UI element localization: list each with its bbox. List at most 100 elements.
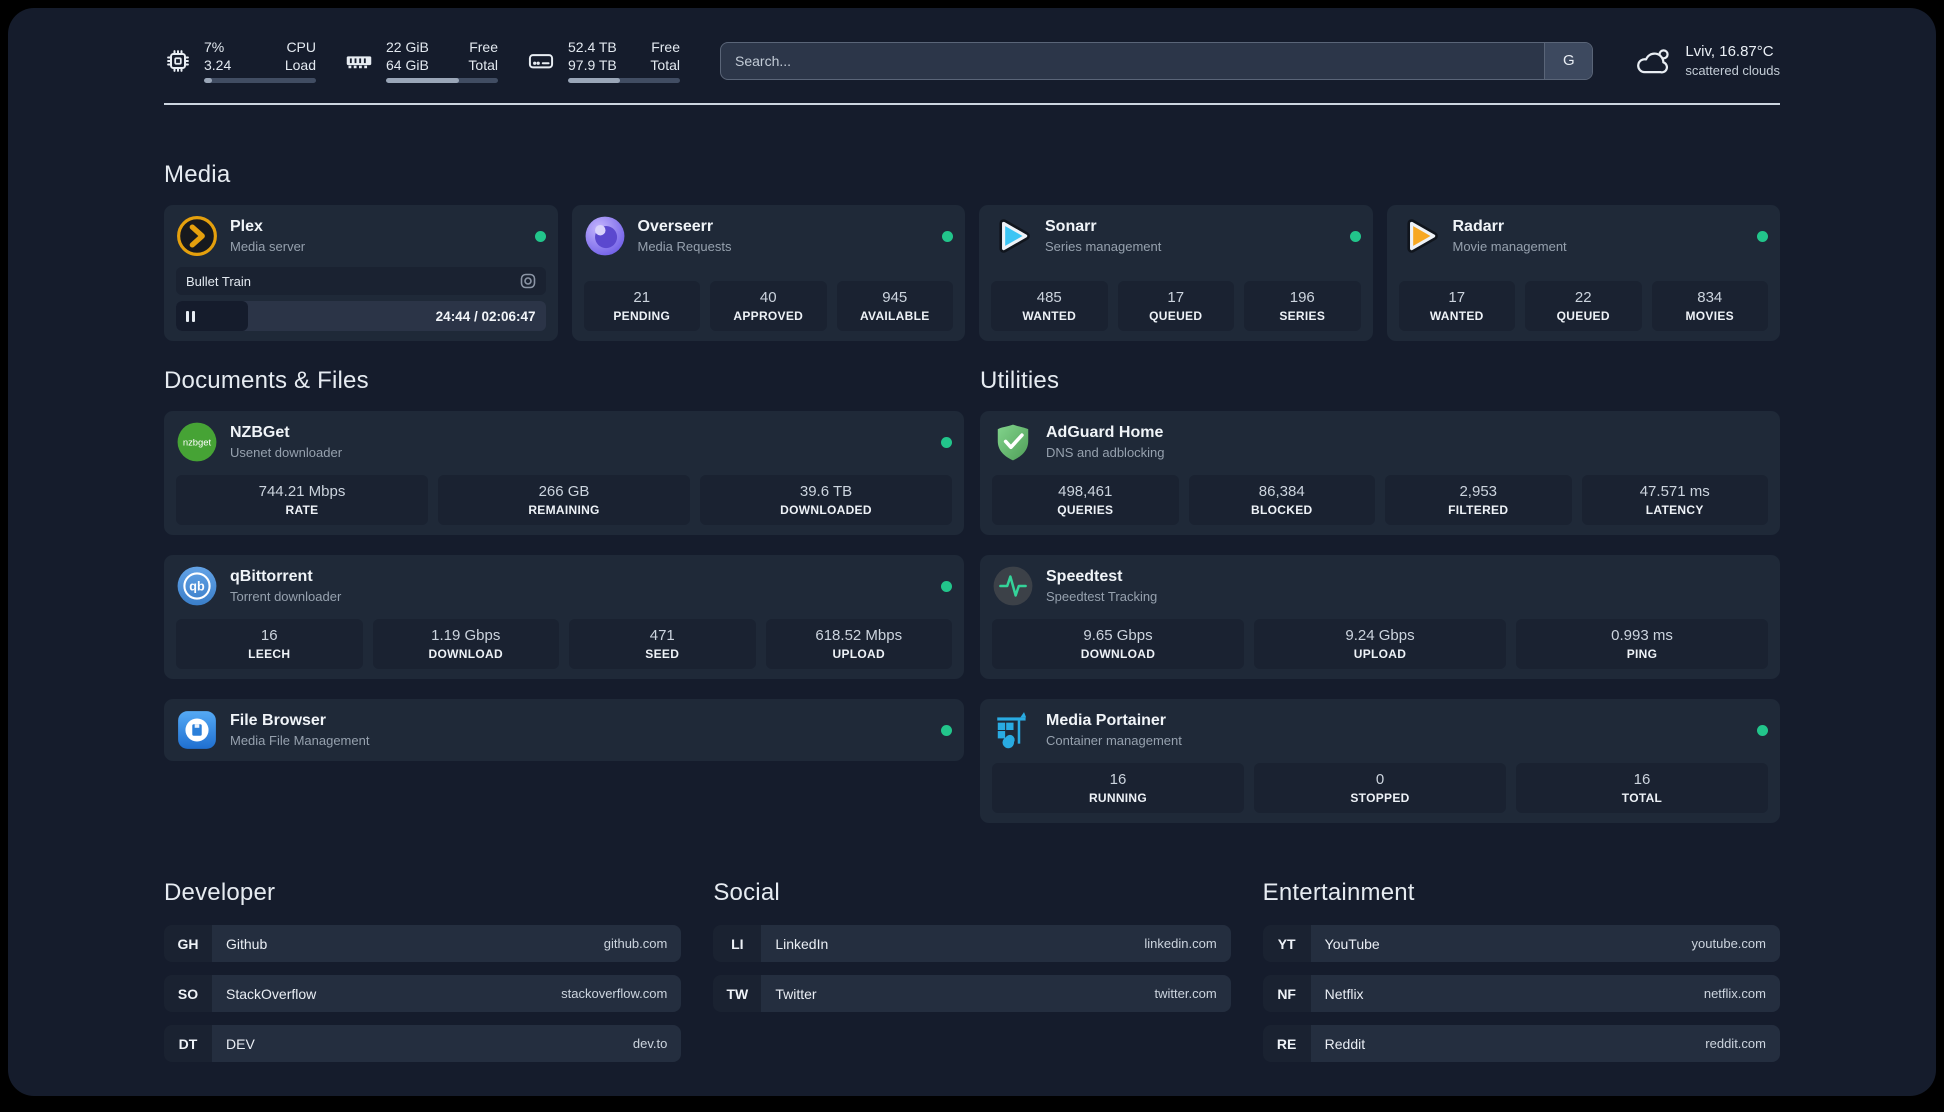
service-name: Overseerr [637,218,714,235]
search-provider-button[interactable]: G [1544,42,1593,79]
bookmark-abbr: YT [1262,925,1311,962]
section-media: Media Plex Media server B [164,161,1780,341]
service-subtitle: Speedtest Tracking [1046,589,1158,604]
stat-available: 945 AVAILABLE [836,281,953,331]
service-subtitle: DNS and adblocking [1046,445,1165,460]
memory-resource-widget: 22 GiB Free 64 GiB Total [344,38,498,83]
playback-progress-bar: 24:44 / 02:06:47 [176,301,546,331]
section-title-utilities: Utilities [980,367,1060,394]
search-bar: G [720,41,1594,80]
bookmark-name: StackOverflow [226,985,317,1002]
status-online-dot [1349,230,1361,242]
bookmark-abbr: LI [713,925,762,962]
bookmark-name: Netflix [1324,985,1364,1002]
bookmark-abbr: DT [164,1025,212,1062]
service-name: File Browser [230,712,327,729]
bookmark-abbr: GH [164,925,212,962]
dashboard-page: 7% CPU 3.24 Load 22 GiB Free 64 GiB Total [8,8,1936,1096]
memory-free-label: Free [469,39,498,55]
status-online-dot [941,580,952,592]
bookmark-abbr: NF [1262,975,1311,1012]
bookmark-group-entertainment: Entertainment YT YouTube youtube.com NF N… [1262,879,1780,1075]
bookmark-abbr: TW [713,975,762,1012]
load-value: 3.24 [204,57,232,73]
bookmark-name: LinkedIn [775,935,829,952]
bookmark-group-social: Social LI LinkedIn linkedin.com TW Twitte… [713,879,1231,1075]
service-card-speedtest[interactable]: Speedtest Speedtest Tracking 9.65 Gbps DO… [980,555,1780,679]
topbar: 7% CPU 3.24 Load 22 GiB Free 64 GiB Total [164,38,1780,83]
svg-text:qb: qb [189,580,205,594]
bookmark-url: stackoverflow.com [561,986,668,1001]
stat-stopped: 0 STOPPED [1254,763,1506,813]
stat-series: 196 SERIES [1244,281,1361,331]
load-label: Load [284,57,316,73]
nzbget-icon: nzbget [177,422,217,462]
bookmark-url: twitter.com [1154,986,1217,1001]
bookmark-name: DEV [226,1035,255,1052]
service-name: Plex [230,218,263,235]
bookmark-linkedin[interactable]: LI LinkedIn linkedin.com [713,925,1231,962]
stat-wanted: 17 WANTED [1398,281,1515,331]
sonarr-icon [999,219,1030,253]
section-documents: Documents & Files nzbget NZBGet Usenet d… [164,367,964,823]
disk-free-label: Free [651,39,680,55]
stat-filtered: 2,953 FILTERED [1385,475,1572,525]
service-card-plex[interactable]: Plex Media server Bullet Train [164,205,558,341]
bookmark-group-title: Developer [164,879,276,906]
disk-icon [528,53,554,68]
cpu-resource-widget: 7% CPU 3.24 Load [164,38,316,83]
cpu-value: 7% [204,39,225,55]
search-input[interactable] [721,42,1545,79]
memory-free-value: 22 GiB [386,39,429,55]
service-card-sonarr[interactable]: Sonarr Series management 485 WANTED 17 QUE… [979,205,1373,341]
memory-icon [346,55,372,68]
service-card-filebrowser[interactable]: File Browser Media File Management [164,699,964,761]
weather-location: Lviv, 16.87°C [1685,42,1774,60]
storage-resource-widget: 52.4 TB Free 97.9 TB Total [526,38,680,83]
service-card-qbittorrent[interactable]: qb qBittorrent Torrent downloader 16 LEEC… [164,555,964,679]
qbittorrent-icon: qb [177,566,217,606]
service-name: Speedtest [1046,568,1123,585]
service-name: AdGuard Home [1046,424,1164,441]
bookmark-url: dev.to [632,1036,668,1051]
bookmark-name: Reddit [1324,1035,1366,1052]
disk-total-label: Total [650,57,680,73]
bookmark-netflix[interactable]: NF Netflix netflix.com [1262,975,1780,1012]
service-card-overseerr[interactable]: Overseerr Media Requests 21 PENDING 40 APP… [571,205,965,341]
service-subtitle: Movie management [1452,239,1567,254]
stat-queries: 498,461 QUERIES [992,475,1179,525]
bookmark-reddit[interactable]: RE Reddit reddit.com [1262,1025,1780,1062]
bookmark-github[interactable]: GH Github github.com [164,925,682,962]
adguard-icon [997,424,1029,461]
pause-button[interactable] [186,310,195,322]
bookmark-dev[interactable]: DT DEV dev.to [164,1025,682,1062]
bookmark-stackoverflow[interactable]: SO StackOverflow stackoverflow.com [164,975,682,1012]
bookmark-group-title: Social [713,879,780,906]
cpu-progress-bar [204,78,316,83]
service-card-nzbget[interactable]: nzbget NZBGet Usenet downloader 744.21 M… [164,411,964,535]
stat-download: 1.19 Gbps DOWNLOAD [372,619,559,669]
service-subtitle: Media Requests [637,239,732,254]
cpu-icon [167,49,189,72]
filebrowser-icon [178,711,216,749]
playback-time: 24:44 / 02:06:47 [435,308,536,324]
bookmark-url: netflix.com [1703,986,1766,1001]
service-card-portainer[interactable]: Media Portainer Container management 16 R… [980,699,1780,823]
service-subtitle: Container management [1046,733,1182,748]
stat-latency: 47.571 ms LATENCY [1581,475,1768,525]
stat-seed: 471 SEED [569,619,756,669]
stat-blocked: 86,384 BLOCKED [1188,475,1375,525]
now-playing-title: Bullet Train [186,273,252,289]
stat-upload: 9.24 Gbps UPLOAD [1254,619,1506,669]
stat-queued: 17 QUEUED [1117,281,1234,331]
service-card-adguard[interactable]: AdGuard Home DNS and adblocking 498,461 Q… [980,411,1780,535]
bookmark-twitter[interactable]: TW Twitter twitter.com [713,975,1231,1012]
bookmark-youtube[interactable]: YT YouTube youtube.com [1262,925,1780,962]
bookmark-url: github.com [603,936,668,951]
stat-wanted: 485 WANTED [991,281,1108,331]
stat-upload: 618.52 Mbps UPLOAD [765,619,952,669]
bookmark-abbr: RE [1262,1025,1311,1062]
bookmark-name: Twitter [775,985,817,1002]
service-name: NZBGet [230,424,290,441]
service-card-radarr[interactable]: Radarr Movie management 17 WANTED 22 QUEUE… [1386,205,1780,341]
